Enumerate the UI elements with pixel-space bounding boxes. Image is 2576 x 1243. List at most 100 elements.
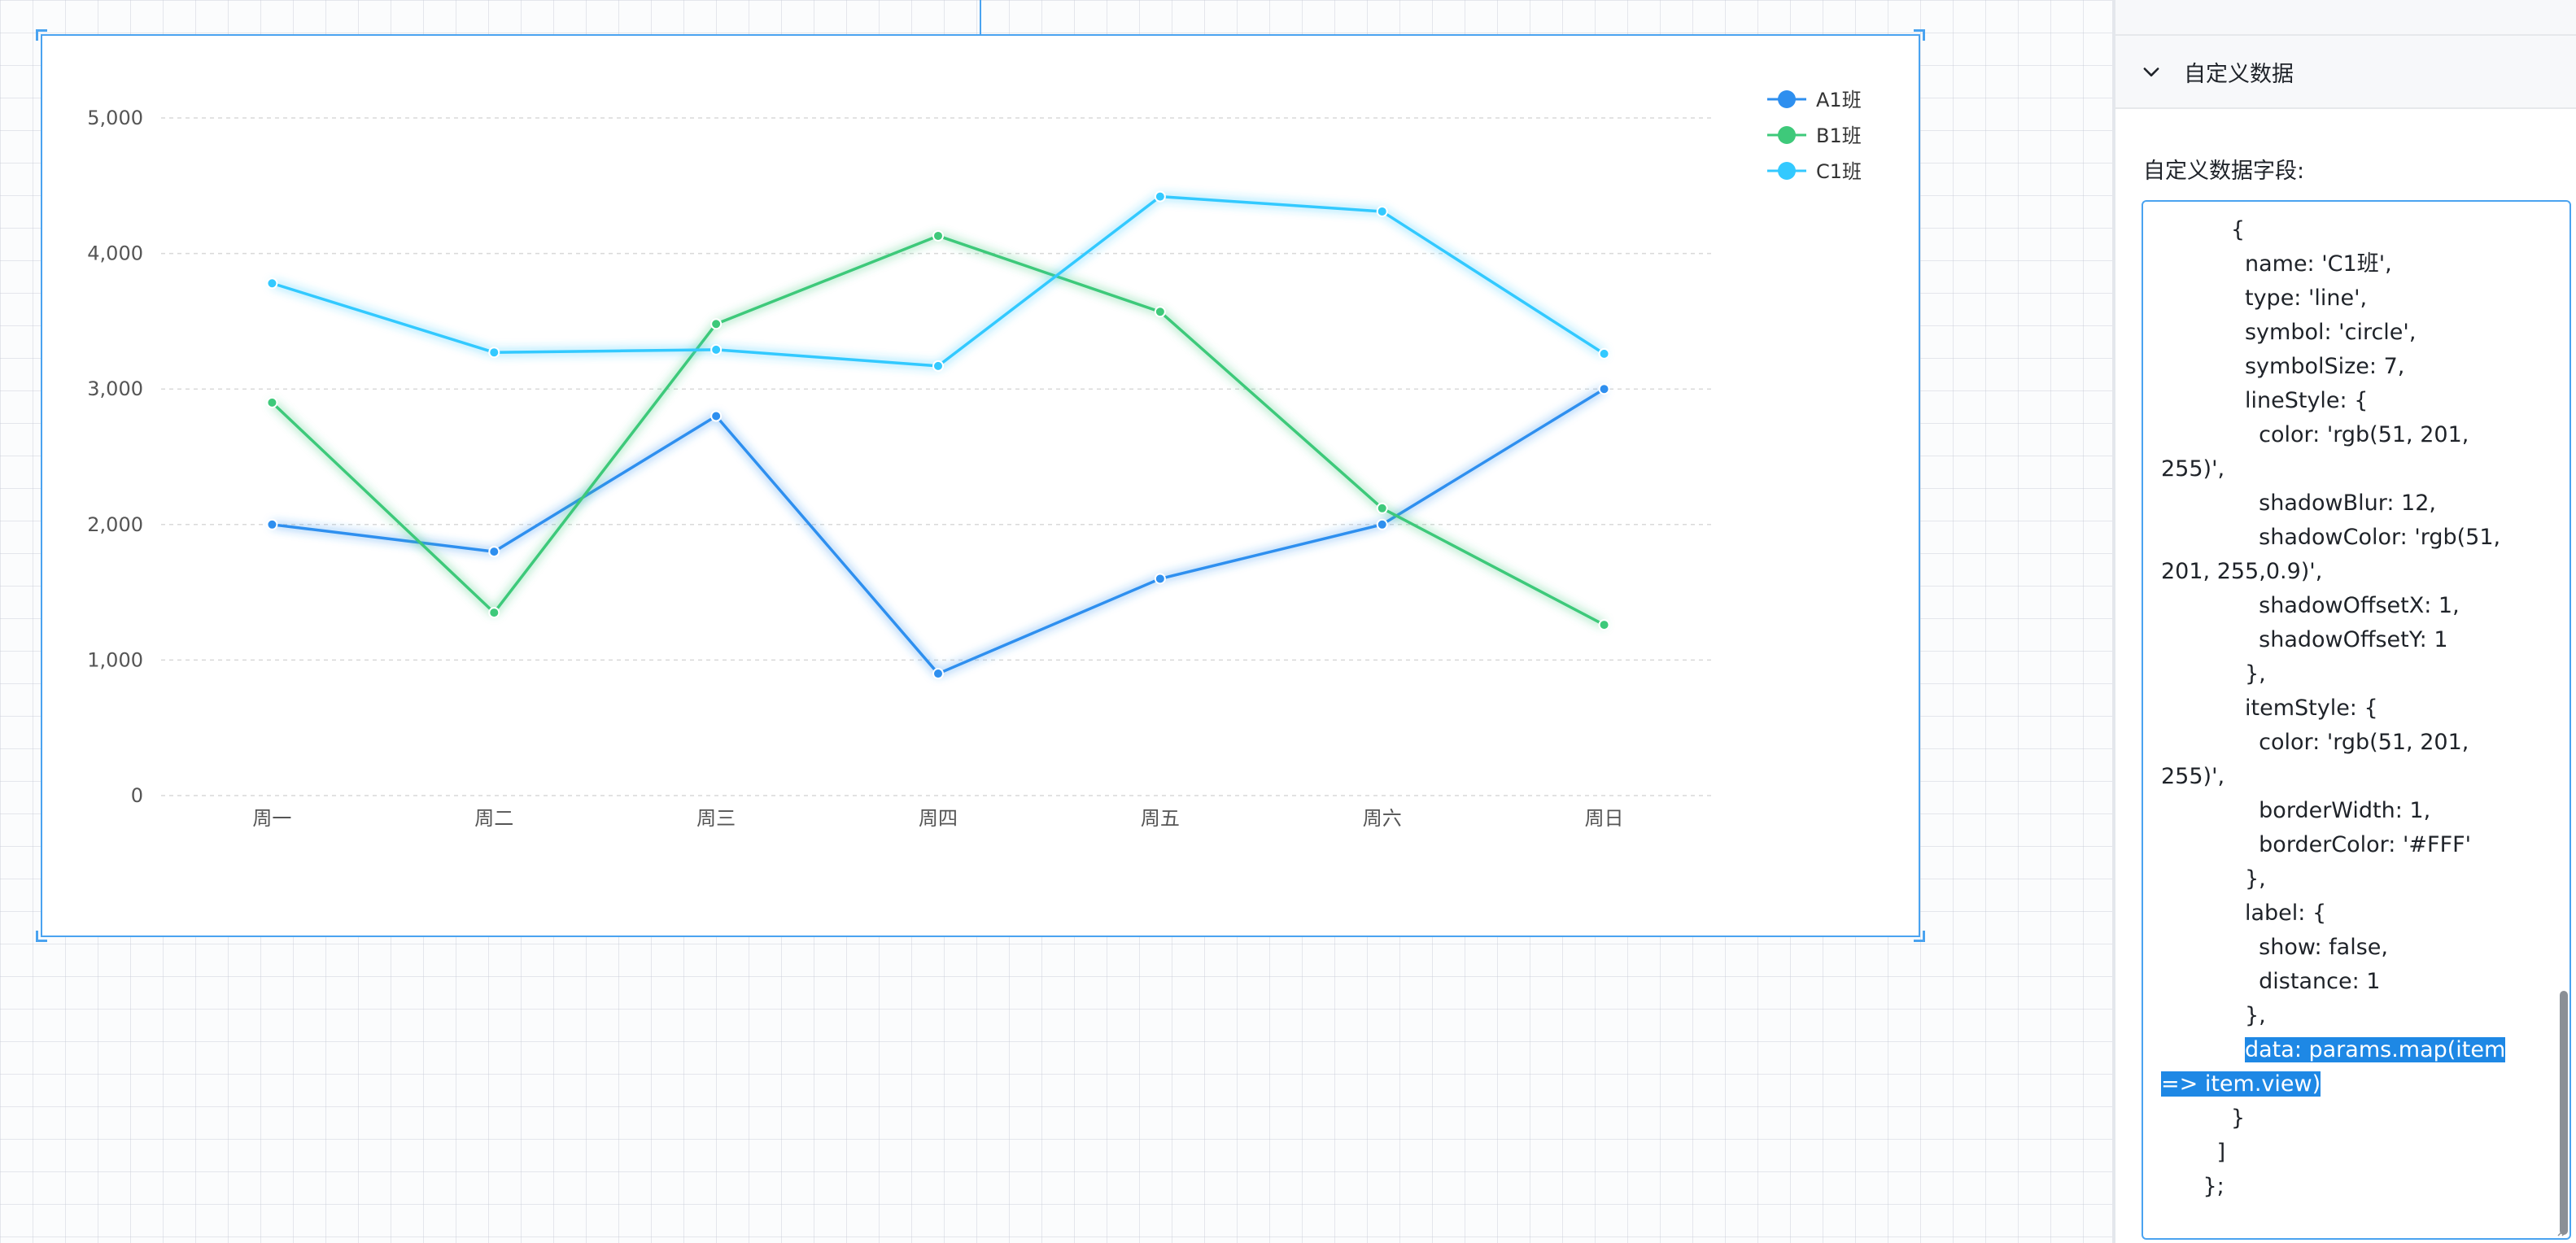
scrollbar-thumb[interactable] [2560, 991, 2568, 1235]
legend-label: A1班 [1816, 89, 1862, 111]
data-point[interactable] [1598, 619, 1610, 631]
code-line: itemStyle: { [2161, 696, 2378, 721]
series-line-3 [271, 194, 1605, 368]
resize-grip-icon[interactable] [2555, 1223, 2568, 1236]
code-line: borderWidth: 1, [2161, 798, 2431, 823]
code-line: symbol: 'circle', [2161, 320, 2417, 345]
alignment-guide [980, 0, 981, 36]
chevron-down-icon[interactable] [2140, 60, 2163, 83]
legend-circle-icon [1778, 126, 1796, 144]
data-point[interactable] [1598, 383, 1610, 395]
chart-legend[interactable]: A1班 B1班 C1班 [1767, 89, 1862, 183]
line-chart-component[interactable]: 0 1,000 2,000 3,000 4,000 5,000 周一 周二 周三 周四 周五 周六周… [36, 29, 1925, 942]
legend-item-1[interactable]: A1班 [1767, 89, 1862, 111]
legend-circle-icon [1778, 162, 1796, 180]
data-point[interactable] [710, 343, 723, 355]
y-tick-label: 4,000 [87, 242, 143, 265]
code-line: color: 'rgb(51, 201, [2161, 422, 2469, 447]
y-tick-label: 3,000 [87, 377, 143, 400]
data-point[interactable] [488, 607, 500, 619]
code-line: 201, 255,0.9)', [2161, 559, 2323, 584]
design-canvas[interactable]: 0 1,000 2,000 3,000 4,000 5,000 周一 周二 周三 周四 周五 周六周… [0, 0, 2112, 1243]
y-tick-label: 1,000 [87, 648, 143, 671]
resize-handle-bottom-left[interactable] [36, 931, 47, 942]
code-line: shadowBlur: 12, [2161, 491, 2437, 516]
x-tick-label: 周五 [1141, 807, 1180, 830]
data-point[interactable] [488, 546, 500, 558]
x-tick-label: 周三 [696, 807, 736, 830]
code-line: => item.view) [2161, 1067, 2560, 1101]
data-point[interactable] [932, 229, 944, 242]
x-tick-label: 周二 [474, 807, 513, 830]
data-point[interactable] [1154, 190, 1166, 203]
data-point[interactable] [1376, 502, 1388, 514]
code-line: color: 'rgb(51, 201, [2161, 730, 2469, 755]
data-point[interactable] [1376, 518, 1388, 530]
code-line: label: { [2161, 901, 2327, 926]
code-line: distance: 1 [2161, 969, 2381, 994]
data-point[interactable] [710, 410, 723, 422]
code-line: type: 'line', [2161, 286, 2368, 311]
data-point[interactable] [266, 396, 278, 408]
data-point[interactable] [488, 347, 500, 359]
x-tick-label: 周一 [252, 807, 291, 830]
code-line: }, [2161, 866, 2266, 892]
chart-gridlines [161, 117, 1715, 796]
code-line: show: false, [2161, 935, 2388, 960]
x-tick-label: 周六 [1363, 807, 1402, 830]
code-line: 255)', [2161, 764, 2225, 789]
series-line-1 [272, 387, 1605, 675]
code-line: symbolSize: 7, [2161, 354, 2405, 379]
properties-panel: 自定义数据 自定义数据字段: { name: 'C1班', type: 'lin… [2115, 0, 2576, 1243]
line-chart: 01,0002,0003,0004,0005,000 周一 周二 周三 周四 周五 周六周… [87, 89, 1862, 830]
x-axis-ticks: 周一 周二 周三 周四 周五 周六 周日 [252, 807, 1623, 830]
section-title: 自定义数据 [2184, 61, 2294, 87]
resize-handle-top-left[interactable] [36, 29, 47, 41]
legend-label: B1班 [1816, 124, 1862, 147]
code-line: data: params.map(item [2161, 1033, 2560, 1067]
code-line: shadowColor: 'rgb(51, [2161, 525, 2501, 550]
y-tick-label: 2,000 [87, 513, 143, 536]
legend-label: C1班 [1816, 160, 1862, 183]
custom-data-field-label: 自定义数据字段: [2143, 159, 2305, 184]
code-line: name: 'C1班', [2161, 251, 2392, 277]
resize-handle-bottom-right[interactable] [1914, 931, 1925, 942]
code-content[interactable]: { name: 'C1班', type: 'line', symbol: 'ci… [2161, 213, 2560, 1204]
code-line: lineStyle: { [2161, 388, 2369, 413]
selected-text: data: params.map(item [2245, 1037, 2506, 1062]
code-line: }, [2161, 1003, 2266, 1028]
code-line: { [2161, 217, 2246, 242]
code-line: } [2161, 1106, 2246, 1131]
data-point[interactable] [266, 277, 278, 290]
panel-previous-section [2115, 0, 2576, 36]
code-line: }; [2161, 1174, 2225, 1199]
legend-item-2[interactable]: B1班 [1767, 124, 1862, 147]
data-point[interactable] [1598, 347, 1610, 360]
y-tick-label: 0 [131, 784, 143, 807]
code-line: ] [2161, 1140, 2226, 1165]
resize-handle-top-right[interactable] [1914, 29, 1925, 41]
selected-text: => item.view) [2161, 1071, 2321, 1097]
panel-divider[interactable] [2112, 0, 2115, 1243]
x-tick-label: 周四 [919, 807, 958, 830]
legend-circle-icon [1778, 90, 1796, 108]
data-point[interactable] [266, 518, 278, 530]
code-line: borderColor: '#FFF' [2161, 832, 2472, 857]
x-tick-label: 周日 [1585, 807, 1624, 830]
data-point[interactable] [710, 318, 723, 330]
custom-data-code-editor[interactable]: { name: 'C1班', type: 'line', symbol: 'ci… [2142, 200, 2571, 1240]
chart-series [266, 190, 1610, 680]
data-point[interactable] [1154, 573, 1166, 585]
data-point[interactable] [1154, 306, 1166, 318]
code-line: }, [2161, 661, 2266, 687]
data-point[interactable] [932, 668, 944, 680]
code-line: shadowOffsetY: 1 [2161, 627, 2448, 652]
data-point[interactable] [1376, 205, 1388, 217]
custom-data-section-header[interactable]: 自定义数据 [2115, 36, 2576, 109]
data-point[interactable] [932, 360, 944, 372]
y-axis-ticks: 0 1,000 2,000 3,000 4,000 5,000 [87, 107, 143, 807]
y-tick-label: 5,000 [87, 107, 143, 129]
code-line: shadowOffsetX: 1, [2161, 593, 2460, 618]
legend-item-3[interactable]: C1班 [1767, 160, 1862, 183]
code-line: 255)', [2161, 456, 2225, 482]
